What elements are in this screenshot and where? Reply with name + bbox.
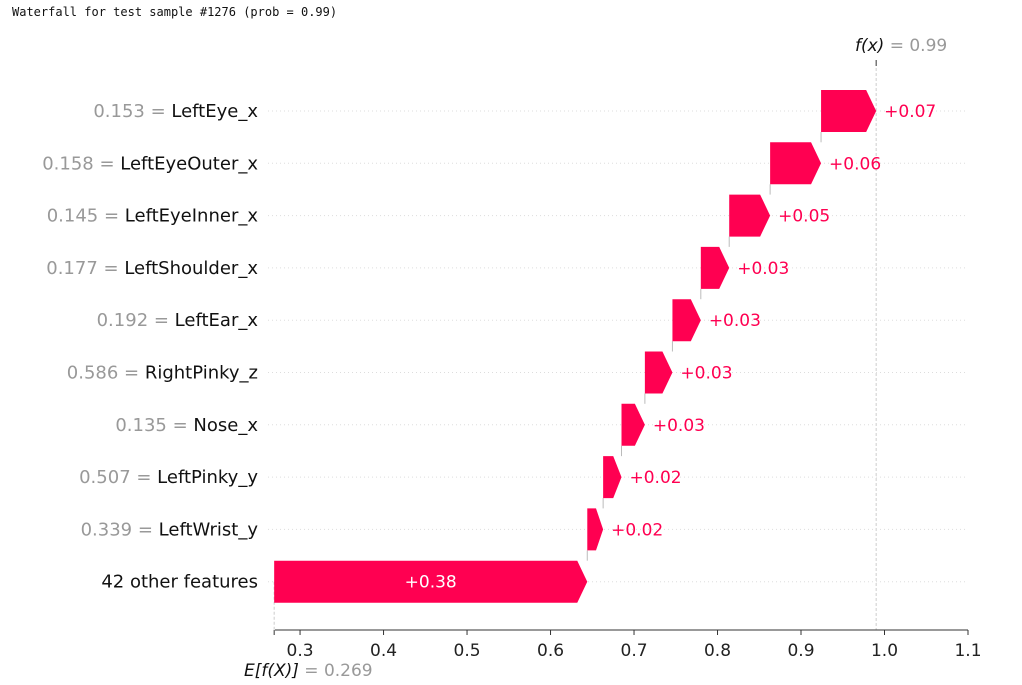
feature-name: Nose_x — [193, 415, 258, 436]
feature-value: 0.586 = — [67, 363, 145, 384]
waterfall-bar — [587, 508, 604, 551]
contribution-label: +0.03 — [653, 416, 705, 436]
waterfall-bar — [770, 142, 822, 185]
feature-label: 0.339 = LeftWrist_y — [81, 519, 259, 540]
feature-name: 42 other features — [101, 572, 258, 593]
feature-label: 0.177 = LeftShoulder_x — [46, 258, 258, 279]
feature-value: 0.158 = — [42, 153, 120, 174]
page-title: Waterfall for test sample #1276 (prob = … — [12, 5, 338, 19]
contribution-label: +0.03 — [737, 259, 789, 279]
label-layer: 0.153 = LeftEye_x +0.07 0.158 = LeftEyeOut… — [42, 101, 936, 593]
contribution-label: +0.02 — [630, 468, 682, 488]
waterfall-bar — [274, 560, 588, 603]
x-tick-label: 1.1 — [954, 641, 981, 661]
contribution-label: +0.38 — [405, 573, 457, 593]
feature-label: 0.586 = RightPinky_z — [67, 363, 258, 384]
x-tick-label: 0.7 — [621, 641, 648, 661]
waterfall-bar — [729, 194, 771, 237]
base-label: E[f(X)] — [244, 661, 299, 681]
x-tick-label: 0.3 — [287, 641, 314, 661]
feature-value: 0.135 = — [115, 415, 193, 436]
feature-label: 42 other features — [101, 572, 258, 593]
feature-value: 0.145 = — [47, 206, 125, 227]
waterfall-bar — [603, 456, 622, 499]
base-value-label: E[f(X)] = 0.269 — [244, 661, 373, 681]
x-tick-label: 0.5 — [454, 641, 481, 661]
contribution-label: +0.03 — [680, 364, 732, 384]
contribution-label: +0.07 — [884, 102, 936, 122]
x-tick-label: 0.4 — [370, 641, 397, 661]
feature-name: LeftShoulder_x — [124, 258, 258, 279]
feature-label: 0.145 = LeftEyeInner_x — [47, 206, 259, 227]
contribution-label: +0.05 — [778, 207, 830, 227]
feature-value: 0.507 = — [79, 467, 157, 488]
feature-name: LeftEar_x — [175, 310, 259, 331]
waterfall-bar — [621, 403, 645, 446]
feature-value: 0.339 = — [81, 519, 159, 540]
contribution-label: +0.06 — [829, 154, 881, 174]
feature-value: 0.153 = — [93, 101, 171, 122]
waterfall-bar — [700, 246, 730, 289]
base-value: = 0.269 — [299, 661, 373, 681]
fx-annotation: f(x) = 0.99 — [855, 36, 947, 66]
feature-value: 0.192 = — [97, 310, 175, 331]
feature-value: 0.177 = — [46, 258, 124, 279]
feature-name: LeftPinky_y — [157, 467, 258, 488]
waterfall-bar — [672, 299, 701, 342]
x-tick-label: 0.8 — [704, 641, 731, 661]
feature-name: RightPinky_z — [145, 363, 258, 384]
x-tick-label: 0.9 — [787, 641, 814, 661]
fx-value-label: f(x) = 0.99 — [855, 36, 947, 56]
x-tick-label: 1.0 — [871, 641, 898, 661]
x-axis: 0.3 0.4 0.5 0.6 0.7 0.8 0.9 1.0 1.1 E[f(X)] = 0.2… — [244, 629, 982, 681]
feature-label: 0.135 = Nose_x — [115, 415, 258, 436]
feature-name: LeftWrist_y — [159, 519, 259, 540]
waterfall-bar — [644, 351, 673, 394]
feature-label: 0.192 = LeftEar_x — [97, 310, 259, 331]
feature-label: 0.158 = LeftEyeOuter_x — [42, 153, 258, 174]
feature-name: LeftEyeOuter_x — [120, 153, 258, 174]
fx-value: = 0.99 — [884, 36, 947, 56]
grid-layer — [268, 68, 968, 630]
contribution-label: +0.03 — [709, 311, 761, 331]
waterfall-bar — [821, 90, 877, 132]
feature-name: LeftEye_x — [171, 101, 258, 122]
fx-label: f(x) — [855, 36, 884, 56]
bar-layer — [274, 90, 877, 603]
feature-name: LeftEyeInner_x — [125, 206, 259, 227]
connector-layer — [586, 132, 822, 561]
x-tick-label: 0.6 — [537, 641, 564, 661]
feature-label: 0.153 = LeftEye_x — [93, 101, 258, 122]
feature-label: 0.507 = LeftPinky_y — [79, 467, 258, 488]
contribution-label: +0.02 — [611, 520, 663, 540]
